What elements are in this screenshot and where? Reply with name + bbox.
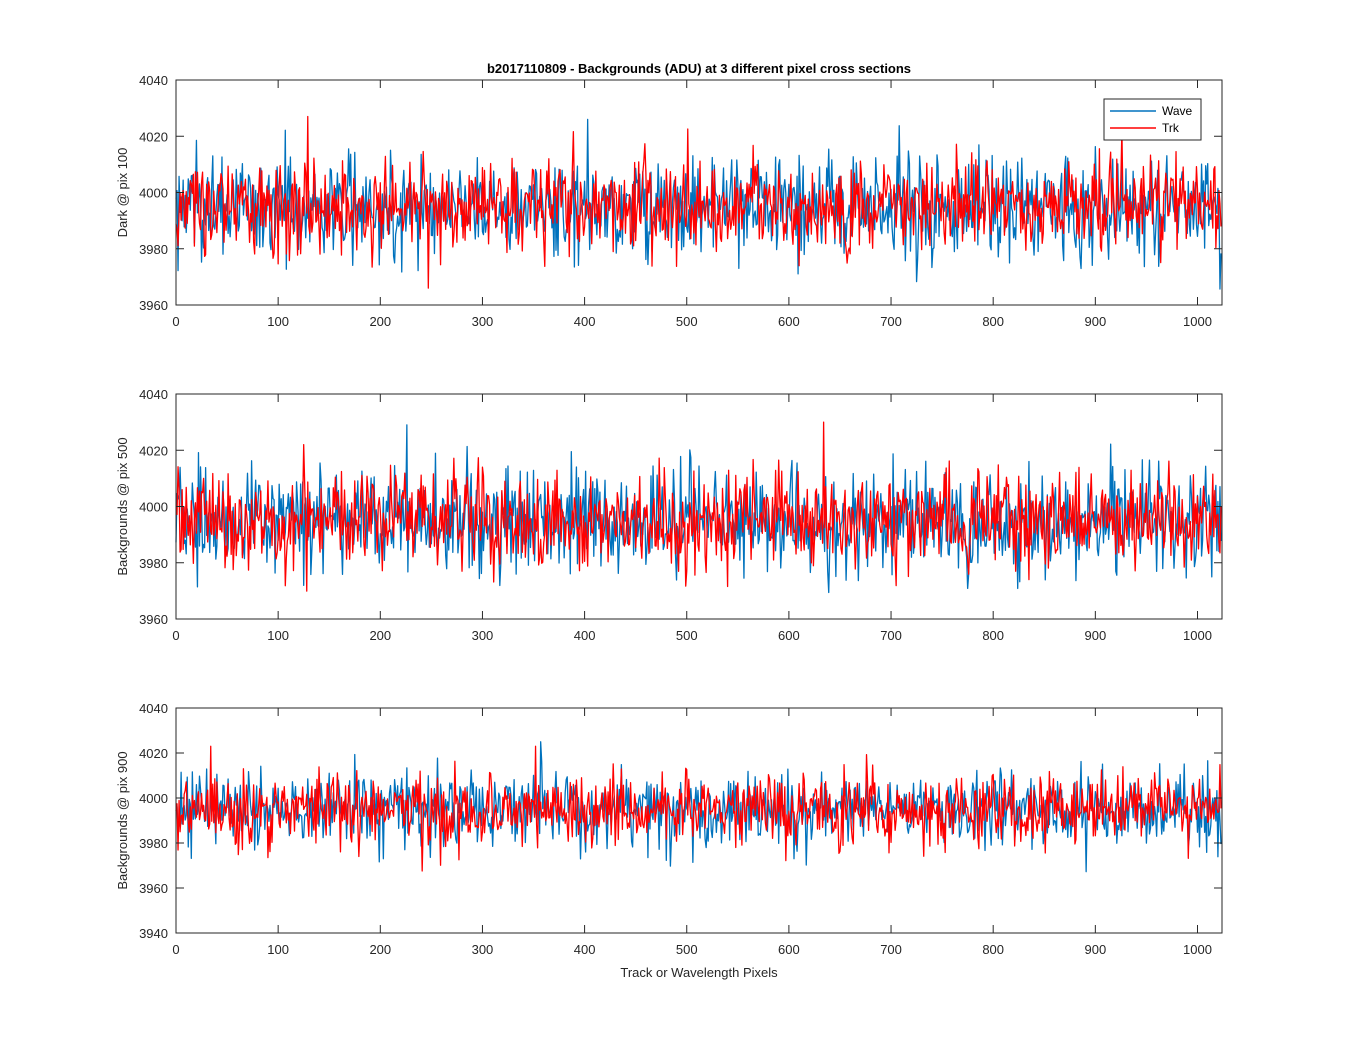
- y-axis-label: Backgrounds @ pix 900: [115, 751, 130, 889]
- y-axis-label: Dark @ pix 100: [115, 148, 130, 238]
- y-tick-label: 4000: [139, 186, 168, 201]
- subplot-1: 0 100 200 300 400 500 600 700 800 900 1000 3960 3980…: [115, 73, 1223, 329]
- x-tick-label: 200: [369, 942, 391, 957]
- x-tick-label: 600: [778, 942, 800, 957]
- y-tick-label: 4040: [139, 73, 168, 88]
- x-tick-label: 800: [982, 628, 1004, 643]
- x-tick-label: 700: [880, 628, 902, 643]
- x-tick-label: 1000: [1183, 314, 1212, 329]
- y-tick-label: 3960: [139, 881, 168, 896]
- x-tick-label: 800: [982, 314, 1004, 329]
- y-tick-label: 3980: [139, 242, 168, 257]
- y-tick-label: 3980: [139, 836, 168, 851]
- legend-label-wave: Wave: [1162, 104, 1193, 118]
- series-line-trk: [175, 745, 1222, 872]
- x-tick-label: 400: [574, 942, 596, 957]
- subplot-3: 0 100 200 300 400 500 600 700 800 900 1000 3940 3960…: [115, 701, 1223, 957]
- series-line-wave: [175, 118, 1222, 290]
- x-tick-label: 800: [982, 942, 1004, 957]
- legend-label-trk: Trk: [1162, 121, 1180, 135]
- x-tick-label: 0: [172, 314, 179, 329]
- x-tick-label: 500: [676, 942, 698, 957]
- x-tick-label: 1000: [1183, 628, 1212, 643]
- x-tick-label: 300: [472, 314, 494, 329]
- series-line-trk: [175, 115, 1222, 289]
- x-axis-label: Track or Wavelength Pixels: [620, 965, 778, 980]
- x-tick-label: 900: [1084, 628, 1106, 643]
- y-tick-label: 4020: [139, 746, 168, 761]
- y-axis-label: Backgrounds @ pix 500: [115, 437, 130, 575]
- x-tick-label: 600: [778, 628, 800, 643]
- x-tick-label: 100: [267, 942, 289, 957]
- x-tick-label: 0: [172, 942, 179, 957]
- y-tick-label: 4000: [139, 500, 168, 515]
- x-tick-label: 100: [267, 628, 289, 643]
- x-tick-label: 600: [778, 314, 800, 329]
- x-tick-label: 100: [267, 314, 289, 329]
- chart-title: b2017110809 - Backgrounds (ADU) at 3 dif…: [487, 61, 911, 76]
- x-tick-label: 900: [1084, 942, 1106, 957]
- y-tick-label: 4020: [139, 129, 168, 144]
- x-tick-label: 1000: [1183, 942, 1212, 957]
- y-tick-label: 3980: [139, 556, 168, 571]
- y-tick-label: 3960: [139, 298, 168, 313]
- x-tick-label: 0: [172, 628, 179, 643]
- y-tick-label: 3960: [139, 612, 168, 627]
- x-tick-label: 700: [880, 942, 902, 957]
- x-tick-label: 300: [472, 628, 494, 643]
- y-tick-label: 4020: [139, 443, 168, 458]
- y-tick-label: 4040: [139, 387, 168, 402]
- subplot-2: 0 100 200 300 400 500 600 700 800 900 1000 3960 3980…: [115, 387, 1223, 643]
- x-tick-label: 700: [880, 314, 902, 329]
- x-tick-label: 400: [574, 628, 596, 643]
- y-tick-label: 4000: [139, 791, 168, 806]
- x-tick-label: 200: [369, 628, 391, 643]
- x-tick-label: 900: [1084, 314, 1106, 329]
- x-tick-label: 200: [369, 314, 391, 329]
- y-tick-label: 3940: [139, 926, 168, 941]
- series-line-trk: [175, 421, 1222, 592]
- legend-box: [1103, 98, 1202, 141]
- x-tick-label: 400: [574, 314, 596, 329]
- x-tick-label: 500: [676, 628, 698, 643]
- legend: Wave Trk: [1103, 98, 1202, 141]
- x-tick-label: 500: [676, 314, 698, 329]
- y-tick-label: 4040: [139, 701, 168, 716]
- axes-box: [175, 707, 1223, 934]
- x-tick-label: 300: [472, 942, 494, 957]
